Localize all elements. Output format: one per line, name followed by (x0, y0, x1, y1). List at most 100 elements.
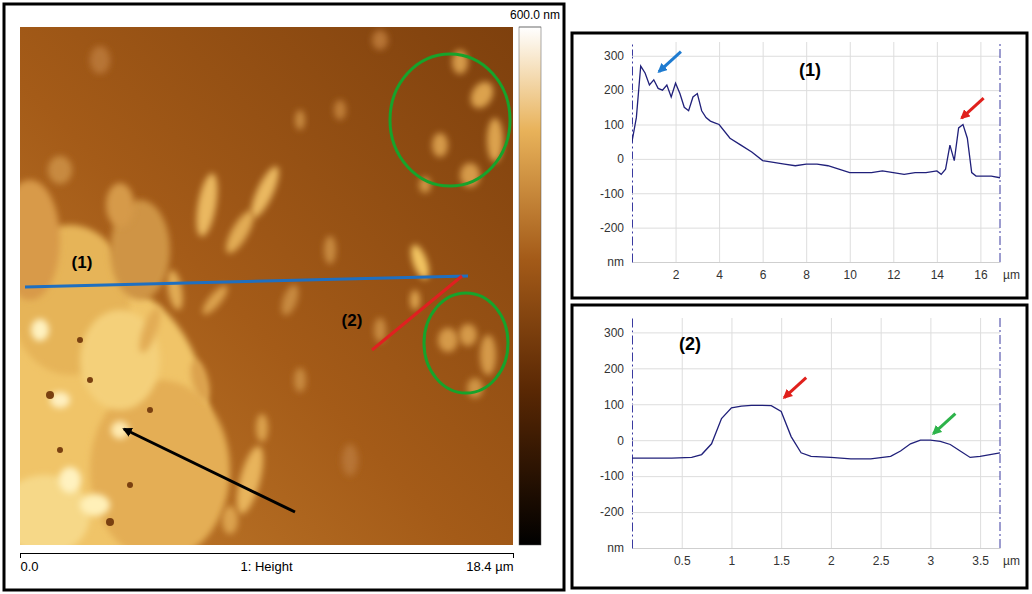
y-tick-label: 100 (604, 398, 624, 412)
surface-feature (459, 324, 477, 346)
plot-marks (632, 52, 1000, 178)
surface-feature (59, 467, 81, 493)
x-tick: 14 (931, 42, 945, 282)
dark-speck (87, 377, 93, 383)
profile-label: (1) (72, 253, 93, 272)
x-tick-label: 2 (828, 554, 835, 568)
panel-frame (572, 305, 1027, 588)
y-axis-line (632, 319, 633, 549)
surface-feature (221, 207, 259, 257)
x-tick: 6 (760, 42, 767, 282)
dark-speck (57, 447, 63, 453)
afm-image (20, 27, 513, 545)
profile-label: (2) (342, 311, 363, 330)
grid-line (632, 404, 1000, 405)
x-tick-label: 3 (928, 554, 935, 568)
colorbar (519, 27, 541, 545)
x-axis-line (633, 262, 1001, 263)
y-tick: -200 (600, 505, 1000, 519)
plot-marks (632, 378, 1000, 459)
y-tick: 200 (604, 83, 1000, 97)
surface-feature (31, 319, 49, 341)
y-tick-label: -100 (600, 469, 624, 483)
surface-feature (222, 506, 238, 534)
dark-speck (77, 337, 83, 343)
surface-feature (165, 269, 186, 311)
grid-line (893, 42, 894, 262)
grid-line (831, 318, 832, 548)
x-tick: 2 (828, 318, 835, 568)
surface-feature (80, 494, 110, 516)
scale-bar-line (21, 553, 514, 554)
y-axis-line (632, 43, 633, 263)
y-axis-title: nm (607, 541, 624, 555)
scale-tick-mark (20, 553, 21, 558)
x-tick-label: 1 (729, 554, 736, 568)
profile-panel: 0.511.522.533.53002001000-100-200nmµm(2) (572, 305, 1027, 588)
grid-line (980, 42, 981, 262)
scale-tick: 0.0 (21, 553, 39, 574)
feature-arrow (784, 378, 806, 398)
grid-line (937, 42, 938, 262)
surface-feature (48, 156, 72, 184)
image-panel: (1)(2)600.0 nm0.018.4 µm1: Height (0, 4, 564, 590)
grid-line (763, 42, 764, 262)
x-tick: 4 (716, 42, 723, 282)
surface-feature (438, 328, 458, 352)
grid-line (781, 318, 782, 548)
surface-feature (295, 110, 305, 130)
y-tick-label: 100 (604, 118, 624, 132)
x-tick-label: 14 (931, 268, 945, 282)
grid-line (632, 56, 1000, 57)
highlight-circle (424, 293, 508, 393)
grid-line (731, 318, 732, 548)
surface-feature (199, 282, 231, 317)
x-tick-label: 4 (716, 268, 723, 282)
height-profile (632, 66, 1000, 178)
x-tick-label: 10 (844, 268, 858, 282)
height-profile (632, 405, 1000, 459)
x-tick-label: 2 (673, 268, 680, 282)
range-end-line (1000, 318, 1001, 548)
surface-feature (135, 305, 165, 355)
surface-feature (334, 100, 346, 120)
x-tick: 2 (673, 42, 680, 282)
grid-line (632, 125, 1000, 126)
x-tick: 0.5 (674, 318, 691, 568)
colorbar-tick (519, 27, 541, 28)
colorbar-label: 600.0 nm (510, 8, 560, 22)
grid-line (632, 193, 1000, 194)
x-tick-label: 0.5 (674, 554, 691, 568)
dark-speck (106, 518, 114, 526)
x-axis-line (633, 548, 1001, 549)
grid-line (930, 318, 931, 548)
profile-line-1 (25, 276, 468, 287)
surface-feature (372, 30, 388, 50)
surface-feature (256, 414, 268, 442)
highlight-circle (390, 54, 510, 186)
y-axis: 3002001000-100-200 (600, 319, 1000, 549)
scale-label: 18.4 µm (466, 559, 513, 574)
surface-feature (410, 290, 420, 310)
y-tick: -100 (600, 469, 1000, 483)
grid-line (632, 440, 1000, 441)
y-tick-label: -100 (600, 187, 624, 201)
y-axis-title: nm (607, 255, 624, 269)
grid-line (632, 476, 1000, 477)
scale-tick: 18.4 µm (466, 553, 513, 574)
x-tick: 1 (729, 318, 736, 568)
feature-arrow (962, 98, 984, 118)
surface-feature (106, 183, 134, 227)
feature-arrow (659, 52, 681, 72)
surface-feature (187, 359, 213, 402)
y-tick: 200 (604, 362, 1000, 376)
surface-feature (193, 172, 222, 238)
y-tick-label: 200 (604, 362, 624, 376)
surface-feature (90, 46, 110, 74)
grid-line (850, 42, 851, 262)
grid-line (676, 42, 677, 262)
profile-title: (2) (679, 334, 701, 354)
figure: (1)(2)600.0 nm0.018.4 µm1: Height2468101… (0, 0, 1032, 594)
x-axis: 246810121416 (633, 42, 1001, 282)
y-tick: 100 (604, 118, 1000, 132)
